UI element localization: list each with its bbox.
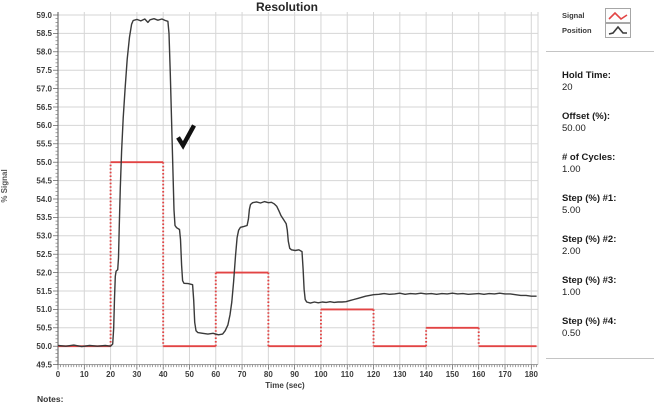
svg-text:54.5: 54.5	[36, 176, 52, 185]
param-num-cycles: # of Cycles: 1.00	[562, 152, 658, 176]
x-axis-label: Time (sec)	[265, 381, 305, 390]
svg-text:57.0: 57.0	[36, 84, 52, 93]
svg-text:56.5: 56.5	[36, 103, 52, 112]
legend-item-signal: Signal	[562, 8, 631, 23]
chart-title: Resolution	[256, 0, 318, 14]
svg-text:58.5: 58.5	[36, 29, 52, 38]
svg-text:100: 100	[314, 370, 328, 379]
svg-text:55.0: 55.0	[36, 158, 52, 167]
svg-text:50: 50	[185, 370, 194, 379]
svg-text:40: 40	[159, 370, 168, 379]
svg-text:120: 120	[367, 370, 381, 379]
param-label: Offset (%):	[562, 111, 611, 122]
param-step-2: Step (%) #2: 2.00	[562, 234, 658, 258]
svg-text:52.0: 52.0	[36, 268, 52, 277]
test-parameters: Hold Time: 20 Offset (%): 50.00 # of Cyc…	[562, 70, 658, 357]
svg-text:110: 110	[341, 370, 354, 379]
legend-label-position: Position	[562, 26, 592, 35]
svg-text:55.5: 55.5	[36, 140, 52, 149]
signal-wave-icon	[605, 8, 631, 23]
param-step-1: Step (%) #1: 5.00	[562, 193, 658, 217]
param-value: 1.00	[562, 287, 581, 298]
svg-text:53.5: 53.5	[36, 213, 52, 222]
param-step-3: Step (%) #3: 1.00	[562, 275, 658, 299]
svg-text:56.0: 56.0	[36, 121, 52, 130]
svg-text:54.0: 54.0	[36, 195, 52, 204]
param-label: Step (%) #2:	[562, 234, 617, 245]
param-step-4: Step (%) #4: 0.50	[562, 316, 658, 340]
notes-label: Notes:	[37, 394, 64, 404]
param-label: Step (%) #1:	[562, 193, 617, 204]
legend-item-position: Position	[562, 23, 631, 38]
svg-text:58.0: 58.0	[36, 48, 52, 57]
svg-text:57.5: 57.5	[36, 66, 52, 75]
checkmark-annotation	[176, 124, 196, 150]
svg-text:90: 90	[290, 370, 299, 379]
svg-text:180: 180	[525, 370, 539, 379]
param-label: Hold Time:	[562, 70, 611, 81]
param-label: Step (%) #3:	[562, 275, 617, 286]
svg-text:59.0: 59.0	[36, 11, 52, 20]
position-wave-icon	[605, 23, 631, 38]
svg-text:150: 150	[446, 370, 460, 379]
svg-text:170: 170	[498, 370, 512, 379]
param-label: # of Cycles:	[562, 152, 616, 163]
y-axis-label: % Signal	[0, 169, 9, 203]
svg-text:80: 80	[264, 370, 273, 379]
param-value: 5.00	[562, 205, 581, 216]
svg-text:49.5: 49.5	[36, 360, 52, 369]
param-hold-time: Hold Time: 20	[562, 70, 658, 94]
svg-text:20: 20	[106, 370, 115, 379]
svg-text:51.5: 51.5	[36, 287, 52, 296]
panel-divider-top	[546, 51, 654, 52]
svg-text:10: 10	[80, 370, 89, 379]
svg-text:60: 60	[211, 370, 220, 379]
svg-text:52.5: 52.5	[36, 250, 52, 259]
panel-divider-bottom	[546, 358, 654, 359]
svg-text:70: 70	[238, 370, 247, 379]
chart-legend: Signal Position	[562, 8, 631, 38]
svg-text:160: 160	[472, 370, 486, 379]
param-label: Step (%) #4:	[562, 316, 617, 327]
param-value: 50.00	[562, 123, 586, 134]
param-value: 20	[562, 82, 573, 93]
svg-text:30: 30	[132, 370, 141, 379]
param-value: 0.50	[562, 328, 581, 339]
resolution-chart: 0 10 20 30 40 50 60 70 80 90 100 110 120 130 140 150 160…	[36, 11, 539, 379]
svg-text:50.5: 50.5	[36, 324, 52, 333]
svg-text:53.0: 53.0	[36, 232, 52, 241]
legend-label-signal: Signal	[562, 11, 585, 20]
settings-panel: Signal Position Hold Time: 20 Offset (%)…	[545, 0, 660, 414]
svg-text:50.0: 50.0	[36, 342, 52, 351]
svg-text:130: 130	[393, 370, 407, 379]
param-value: 2.00	[562, 246, 581, 257]
param-value: 1.00	[562, 164, 581, 175]
svg-text:0: 0	[56, 370, 61, 379]
param-offset: Offset (%): 50.00	[562, 111, 658, 135]
svg-text:51.0: 51.0	[36, 305, 52, 314]
svg-text:140: 140	[419, 370, 433, 379]
